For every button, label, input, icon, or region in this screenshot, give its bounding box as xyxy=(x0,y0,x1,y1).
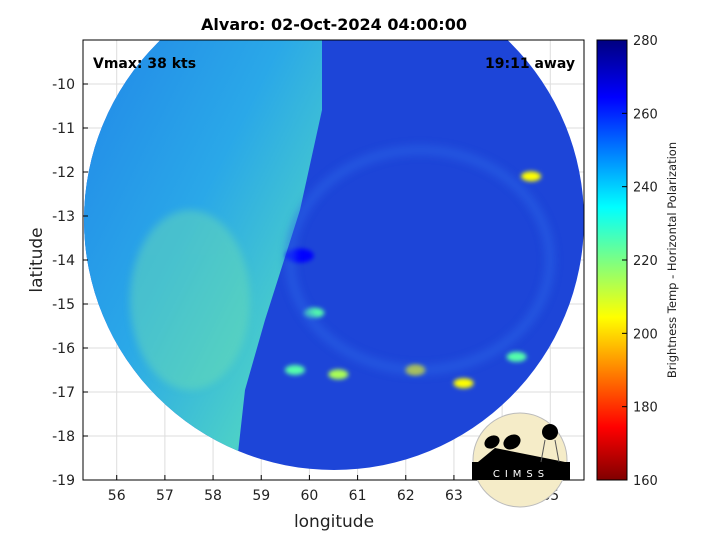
x-tick-label: 57 xyxy=(156,488,174,504)
data-feature xyxy=(284,365,305,375)
colorbar-tick-label: 240 xyxy=(633,181,658,196)
y-tick-label: -12 xyxy=(52,165,75,181)
y-tick-label: -17 xyxy=(52,385,75,401)
colorbar-ticks: 280 260 240 220 200 180 160 xyxy=(622,34,658,489)
x-axis-label: longitude xyxy=(294,512,374,532)
colorbar-tick-label: 280 xyxy=(633,34,658,49)
x-tick-label: 62 xyxy=(397,488,415,504)
colorbar-tick-label: 260 xyxy=(633,107,658,122)
data-feature xyxy=(521,171,542,182)
colorbar-tick-label: 220 xyxy=(633,254,658,269)
x-tick-label: 58 xyxy=(204,488,222,504)
x-tick-label: 61 xyxy=(349,488,367,504)
x-tick-label: 63 xyxy=(445,488,463,504)
data-feature xyxy=(328,369,349,380)
y-axis-label: latitude xyxy=(27,227,47,292)
colorbar-tick-label: 160 xyxy=(633,474,658,489)
axis-ticks: 56575859606162636465-10-11-12-13-14-15-1… xyxy=(52,77,559,504)
chart-title: Alvaro: 02-Oct-2024 04:00:00 xyxy=(201,15,467,34)
y-tick-label: -11 xyxy=(52,121,75,137)
plot-area xyxy=(83,40,584,480)
data-feature xyxy=(506,351,527,362)
y-tick-label: -14 xyxy=(52,253,75,269)
cimss-logo: CIMSS xyxy=(472,412,570,508)
y-tick-label: -16 xyxy=(52,341,75,357)
colorbar-tick-label: 180 xyxy=(633,401,658,416)
y-tick-label: -10 xyxy=(52,77,75,93)
y-tick-label: -18 xyxy=(52,429,75,445)
colorbar-tick-label: 200 xyxy=(633,327,658,342)
y-tick-label: -15 xyxy=(52,297,75,313)
x-tick-label: 59 xyxy=(252,488,270,504)
colorbar-label: Brightness Temp - Horizontal Polarizatio… xyxy=(665,142,679,378)
swath-image xyxy=(84,40,584,470)
data-feature xyxy=(453,378,474,389)
y-tick-label: -13 xyxy=(52,209,75,225)
y-tick-label: -19 xyxy=(52,473,75,489)
vmax-annotation: Vmax: 38 kts xyxy=(93,56,196,72)
logo-text: CIMSS xyxy=(493,469,549,480)
x-tick-label: 60 xyxy=(300,488,318,504)
time-away-annotation: 19:11 away xyxy=(485,56,575,72)
x-tick-label: 56 xyxy=(108,488,126,504)
